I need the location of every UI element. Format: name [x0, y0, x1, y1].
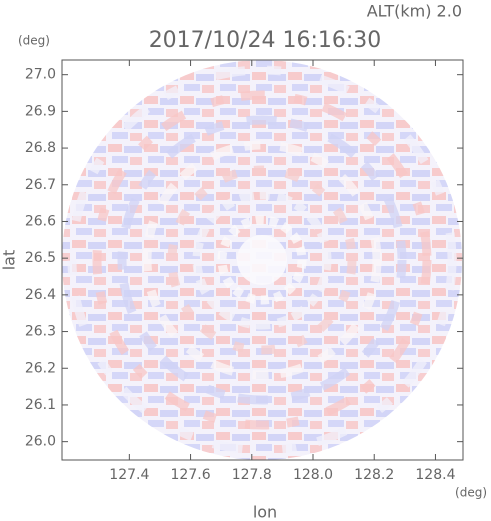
y-unit: (deg) [18, 34, 50, 48]
radar-field [62, 60, 462, 460]
x-tick-label: 127.8 [232, 467, 272, 483]
chart-title: 2017/10/24 16:16:30 [149, 28, 382, 53]
x-tick-label: 127.6 [171, 467, 211, 483]
y-tick-label: 26.6 [25, 213, 56, 229]
x-tick-label: 127.4 [109, 467, 149, 483]
subtitle: ALT(km) 2.0 [367, 2, 462, 21]
y-axis-label: lat [0, 250, 19, 271]
y-tick-label: 26.8 [25, 140, 56, 156]
y-tick-label: 26.3 [25, 324, 56, 340]
y-tick-label: 26.1 [25, 397, 56, 413]
plot-frame [61, 59, 464, 461]
y-tick-label: 26.2 [25, 360, 56, 376]
y-tick-label: 26.0 [25, 434, 56, 450]
x-axis-label: lon [253, 503, 277, 521]
x-unit: (deg) [455, 486, 487, 500]
y-tick-label: 27.0 [25, 67, 56, 83]
y-tick-label: 26.4 [25, 287, 56, 303]
y-tick-label: 26.5 [25, 250, 56, 266]
y-tick-label: 26.7 [25, 177, 56, 193]
x-tick-label: 128.4 [415, 467, 455, 483]
x-tick-label: 128.0 [293, 467, 333, 483]
x-tick-label: 128.2 [354, 467, 394, 483]
y-tick-label: 26.9 [25, 103, 56, 119]
